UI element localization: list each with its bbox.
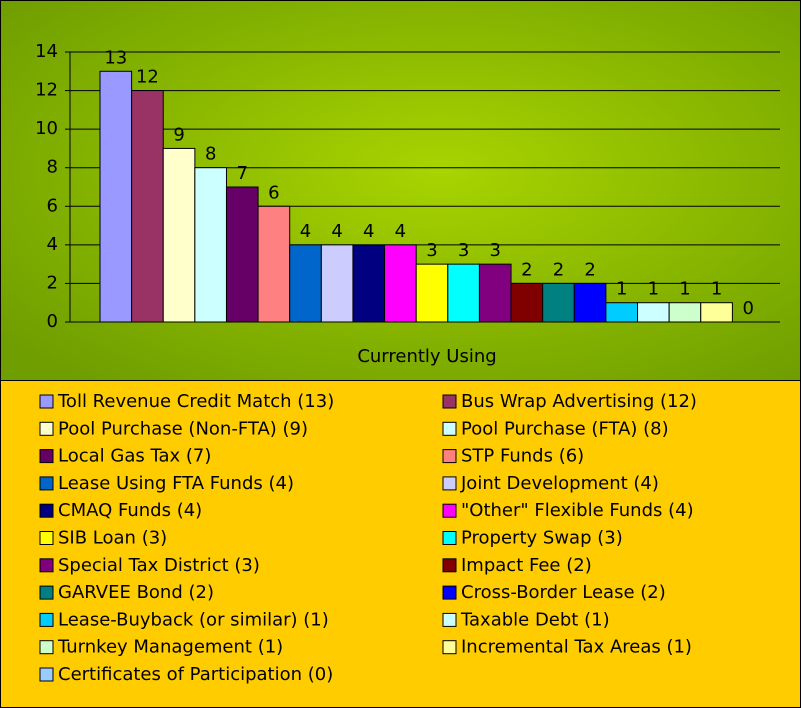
legend-label: Pool Purchase (FTA) (8) [461, 418, 669, 439]
data-label: 9 [173, 124, 184, 145]
y-tick-label: 10 [35, 118, 58, 139]
bar [289, 244, 322, 323]
legend-label: Lease-Buyback (or similar) (1) [58, 609, 329, 630]
bar [700, 302, 733, 323]
legend-swatch [39, 558, 54, 573]
legend-swatch [39, 503, 54, 518]
legend-swatch [442, 394, 457, 409]
legend-swatch [442, 558, 457, 573]
bar [668, 302, 702, 323]
y-tick-label: 12 [35, 80, 58, 101]
data-label: 4 [363, 221, 374, 242]
legend-area [0, 380, 801, 708]
legend-label: Turnkey Management (1) [57, 637, 283, 658]
bar [162, 147, 196, 323]
data-label: 3 [426, 240, 437, 261]
legend-swatch [442, 503, 457, 518]
bar [99, 70, 133, 323]
legend-swatch [442, 531, 457, 545]
legend-label: Joint Development (4) [460, 473, 659, 494]
legend-swatch [442, 421, 457, 436]
data-label: 4 [331, 221, 342, 242]
bar [352, 244, 386, 323]
legend-label: Impact Fee (2) [461, 555, 592, 576]
legend-swatch [39, 640, 54, 655]
bar [478, 263, 512, 323]
legend-label: SIB Loan (3) [58, 528, 167, 549]
legend-label: Lease Using FTA Funds (4) [58, 473, 294, 494]
data-label: 7 [237, 163, 248, 184]
data-label: 4 [300, 221, 311, 242]
legend-label: CMAQ Funds (4) [58, 500, 202, 521]
y-tick-label: 2 [47, 272, 58, 293]
legend-swatch [39, 394, 54, 409]
legend-swatch [442, 585, 457, 600]
legend-label: Cross-Border Lease (2) [461, 582, 666, 603]
legend-label: Bus Wrap Advertising (12) [461, 391, 697, 412]
legend-swatch [442, 449, 457, 464]
bar [510, 282, 544, 323]
data-label: 6 [268, 182, 279, 203]
legend-label: STP Funds (6) [461, 446, 584, 467]
y-tick-label: 0 [47, 311, 58, 332]
legend-swatch [39, 612, 54, 627]
legend-label: Special Tax District (3) [58, 555, 260, 576]
x-tick-label: Currently Using [357, 346, 496, 367]
data-label: 3 [458, 240, 469, 261]
data-label: 1 [616, 279, 627, 300]
legend-label: GARVEE Bond (2) [58, 582, 214, 603]
data-label: 1 [679, 279, 690, 300]
legend-label: Toll Revenue Credit Match (13) [57, 391, 334, 412]
bar [194, 167, 227, 323]
bar [225, 186, 259, 323]
data-label: 2 [553, 259, 564, 280]
legend-swatch [442, 476, 457, 491]
data-label: 3 [490, 240, 501, 261]
legend-label: Taxable Debt (1) [460, 609, 610, 630]
legend-label: Certificates of Participation (0) [58, 664, 333, 685]
data-label: 2 [584, 259, 595, 280]
y-tick-label: 4 [47, 234, 58, 255]
bar [415, 263, 449, 323]
legend-swatch [39, 667, 54, 682]
data-label: 13 [104, 47, 127, 68]
y-tick-label: 14 [35, 41, 58, 62]
y-tick-label: 8 [47, 157, 58, 178]
legend-swatch [39, 531, 54, 545]
legend-label: "Other" Flexible Funds (4) [461, 500, 694, 521]
legend-swatch [39, 421, 54, 436]
data-label: 4 [395, 221, 406, 242]
bar [637, 302, 670, 323]
bar [573, 282, 607, 323]
bar [320, 244, 354, 323]
data-label: 1 [711, 279, 722, 300]
data-label: 2 [521, 259, 532, 280]
bar [384, 244, 417, 323]
legend-swatch [39, 449, 54, 464]
y-tick-label: 6 [47, 195, 58, 216]
legend-swatch [39, 585, 54, 600]
data-label: 1 [648, 279, 659, 300]
data-label: 0 [742, 298, 753, 319]
data-label: 8 [205, 144, 216, 165]
bar [542, 282, 575, 323]
bar [605, 302, 639, 323]
bar [131, 90, 164, 323]
legend-label: Incremental Tax Areas (1) [461, 637, 692, 658]
legend-label: Property Swap (3) [461, 528, 623, 549]
data-label: 12 [136, 67, 159, 88]
legend-swatch [442, 640, 457, 655]
bar [257, 205, 291, 323]
legend-swatch [442, 612, 457, 627]
bar [447, 263, 480, 323]
legend-label: Pool Purchase (Non-FTA) (9) [58, 418, 308, 439]
legend-swatch [39, 476, 54, 491]
legend-label: Local Gas Tax (7) [58, 446, 211, 467]
